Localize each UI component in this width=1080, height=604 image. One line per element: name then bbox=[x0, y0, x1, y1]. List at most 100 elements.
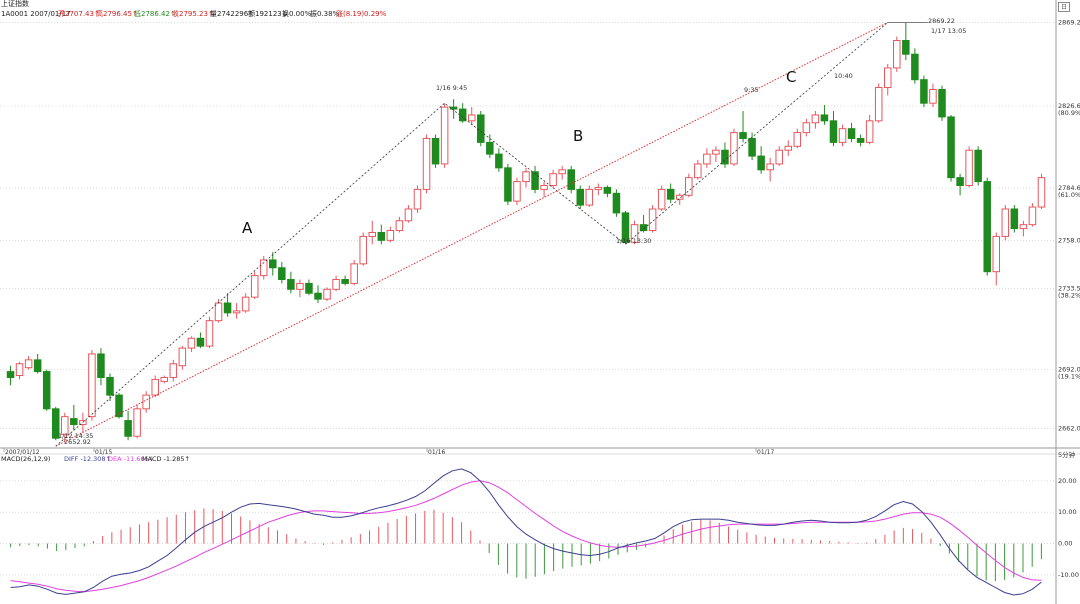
candle-up bbox=[422, 137, 431, 190]
candle-up bbox=[1001, 208, 1010, 237]
candle-up bbox=[1019, 224, 1028, 230]
candle-down bbox=[748, 137, 756, 157]
candle-down bbox=[956, 177, 964, 186]
price-tick-label: 2784.6 bbox=[1058, 184, 1080, 192]
candle-down bbox=[531, 171, 539, 190]
turnover-value: 换0.00% bbox=[282, 10, 312, 18]
candle-down bbox=[820, 114, 829, 122]
amount-value: 额192123↓ bbox=[248, 10, 288, 18]
red-trend-line bbox=[55, 22, 888, 447]
candle-up bbox=[865, 120, 874, 143]
candle-up bbox=[1028, 206, 1037, 226]
candle-up bbox=[540, 184, 548, 190]
candle-down bbox=[42, 371, 51, 410]
candle-up bbox=[585, 188, 594, 206]
wave-dotted-line bbox=[55, 22, 888, 447]
candle-up bbox=[151, 378, 159, 396]
candle-down bbox=[495, 153, 503, 169]
candle-up bbox=[893, 40, 901, 69]
candle-up bbox=[205, 320, 214, 347]
candle-up bbox=[513, 181, 521, 202]
candle-up bbox=[992, 235, 1001, 273]
candle-up bbox=[594, 186, 603, 190]
macd-tick-label: -10.00 bbox=[1058, 571, 1079, 579]
candle-down bbox=[757, 155, 765, 171]
wave-label-b: B bbox=[573, 127, 583, 145]
candle-down bbox=[983, 181, 991, 273]
candle-up bbox=[965, 149, 973, 186]
candle-down bbox=[106, 376, 114, 396]
candle-up bbox=[883, 67, 892, 89]
candle-up bbox=[232, 310, 241, 314]
candle-up bbox=[142, 394, 150, 410]
candle-up bbox=[730, 132, 738, 165]
macd-tick-label: 0.00 bbox=[1058, 540, 1072, 548]
price-tick-label: 2662.0 bbox=[1058, 424, 1080, 432]
candle-up bbox=[24, 359, 33, 369]
candle-up bbox=[133, 408, 141, 437]
price-tick-label: 2758.0 bbox=[1058, 236, 1080, 244]
top-time: 1/17 13:05 bbox=[931, 27, 966, 35]
candle-down bbox=[51, 408, 60, 439]
candle-up bbox=[675, 194, 684, 200]
candle-down bbox=[612, 192, 621, 214]
candle-up bbox=[793, 132, 802, 147]
candle-up bbox=[413, 188, 422, 210]
price-tick-label: 2692.0 bbox=[1058, 366, 1080, 374]
candle-down bbox=[567, 169, 575, 190]
candle-down bbox=[829, 120, 838, 143]
macd-dea-label: DEA -11.665↓ bbox=[108, 455, 154, 463]
open-value: 开2707.43↑ bbox=[58, 10, 100, 18]
candle-down bbox=[621, 212, 630, 243]
candle-down bbox=[33, 359, 42, 373]
candle-up bbox=[350, 263, 358, 284]
trough-time: 1/16 13:30 bbox=[616, 237, 651, 245]
trend-lines bbox=[55, 22, 928, 447]
calendar-icon[interactable]: 日 bbox=[1058, 2, 1070, 12]
candle-up bbox=[558, 169, 566, 175]
candle-up bbox=[784, 145, 793, 151]
candle-down bbox=[1010, 208, 1019, 230]
macd-tick-label: 20.00 bbox=[1058, 477, 1077, 485]
candle-up bbox=[467, 114, 476, 122]
fib-label: (61.0%) bbox=[1058, 191, 1080, 199]
candle-down bbox=[911, 53, 919, 81]
candle-up bbox=[549, 173, 557, 186]
price-tick-label: 2826.6 bbox=[1058, 102, 1080, 110]
candle-down bbox=[603, 186, 612, 194]
dif-line bbox=[10, 468, 1042, 596]
candle-down bbox=[97, 353, 105, 378]
top-value: 2869.22 bbox=[928, 17, 955, 25]
candle-down bbox=[196, 337, 205, 347]
candle-down bbox=[6, 371, 15, 378]
high-value: 高2796.45↑ bbox=[96, 10, 138, 18]
candle-up bbox=[214, 302, 223, 322]
candle-down bbox=[902, 40, 910, 55]
date-label: 01/15 bbox=[95, 449, 112, 456]
candle-up bbox=[61, 416, 69, 435]
candle-up bbox=[712, 149, 720, 155]
candle-up bbox=[160, 376, 169, 382]
macd-dif-label: DIFF -12.308↑ bbox=[64, 455, 111, 463]
candle-up bbox=[169, 363, 178, 378]
candle-up bbox=[88, 353, 96, 418]
macd-tick-label: 10.00 bbox=[1058, 508, 1077, 516]
candle-up bbox=[766, 163, 774, 171]
candle-up bbox=[440, 106, 449, 165]
candle-down bbox=[739, 132, 747, 139]
low-point-time: 1/12 14:35 bbox=[58, 432, 93, 440]
candle-down bbox=[377, 232, 386, 241]
candle-up bbox=[332, 279, 340, 290]
low-value: 低2786.42↑ bbox=[134, 10, 176, 18]
candle-down bbox=[721, 149, 729, 165]
candle-down bbox=[124, 420, 132, 437]
macd-panel: MACD(26,12,9) DIFF -12.308↑DEA -11.665↓MA… bbox=[0, 455, 1079, 596]
candle-down bbox=[115, 394, 123, 418]
candle-down bbox=[305, 282, 313, 294]
quote-header: 上证指数 1A0001 2007/01/17 开2707.43↑ 高2796.4… bbox=[0, 0, 1080, 20]
candle-up bbox=[811, 114, 820, 124]
